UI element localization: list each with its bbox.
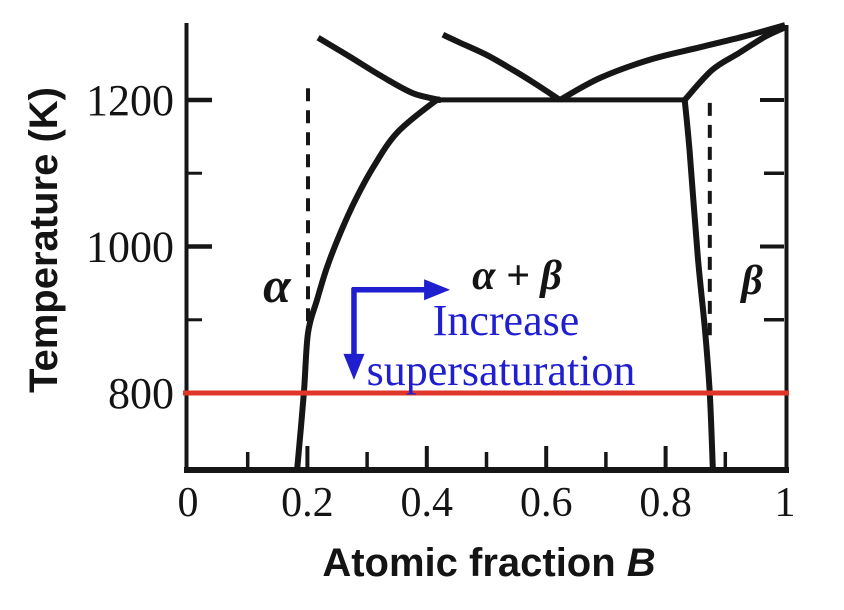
axis-ticks bbox=[188, 97, 784, 468]
curve-beta-solidus bbox=[682, 24, 787, 102]
arrow-right-head bbox=[424, 279, 451, 301]
curve-beta-solvus bbox=[681, 99, 716, 468]
axes bbox=[184, 23, 789, 473]
y-axis-title: Temperature (K) bbox=[22, 87, 66, 393]
x-axis-title-symbol: B bbox=[626, 541, 656, 585]
curve-alpha-solidus bbox=[316, 35, 441, 103]
annotation-supersaturation: supersaturation bbox=[366, 346, 636, 395]
x-tick-label: 0.4 bbox=[401, 480, 454, 526]
x-tick-label: 0.2 bbox=[281, 480, 334, 526]
tick-labels: 800 1000 1200 0 0.2 0.4 0.6 0.8 1 bbox=[86, 76, 796, 526]
x-tick-label: 0.8 bbox=[639, 480, 692, 526]
annotation-increase: Increase bbox=[432, 296, 580, 345]
x-tick-label: 0.6 bbox=[520, 480, 573, 526]
x-tick-label: 0 bbox=[178, 480, 199, 526]
arrow-down-head bbox=[343, 353, 365, 380]
supersaturation-arrows bbox=[343, 279, 451, 380]
two-phase-region-label: α + β bbox=[472, 253, 562, 299]
y-tick-label: 1200 bbox=[86, 76, 174, 125]
beta-region-label: β bbox=[741, 258, 763, 304]
x-axis-title-text: Atomic fraction bbox=[322, 541, 616, 585]
curve-liquidus-right bbox=[558, 22, 786, 103]
y-tick-label: 1000 bbox=[86, 223, 174, 272]
y-tick-label: 800 bbox=[108, 369, 174, 418]
curve-alpha-solvus bbox=[294, 96, 442, 469]
alpha-region-label: α bbox=[263, 257, 291, 313]
phase-boundaries bbox=[294, 22, 787, 469]
x-axis-title: Atomic fraction B bbox=[322, 543, 655, 583]
curve-liquidus-left bbox=[441, 31, 562, 103]
x-tick-label: 1 bbox=[775, 480, 796, 526]
